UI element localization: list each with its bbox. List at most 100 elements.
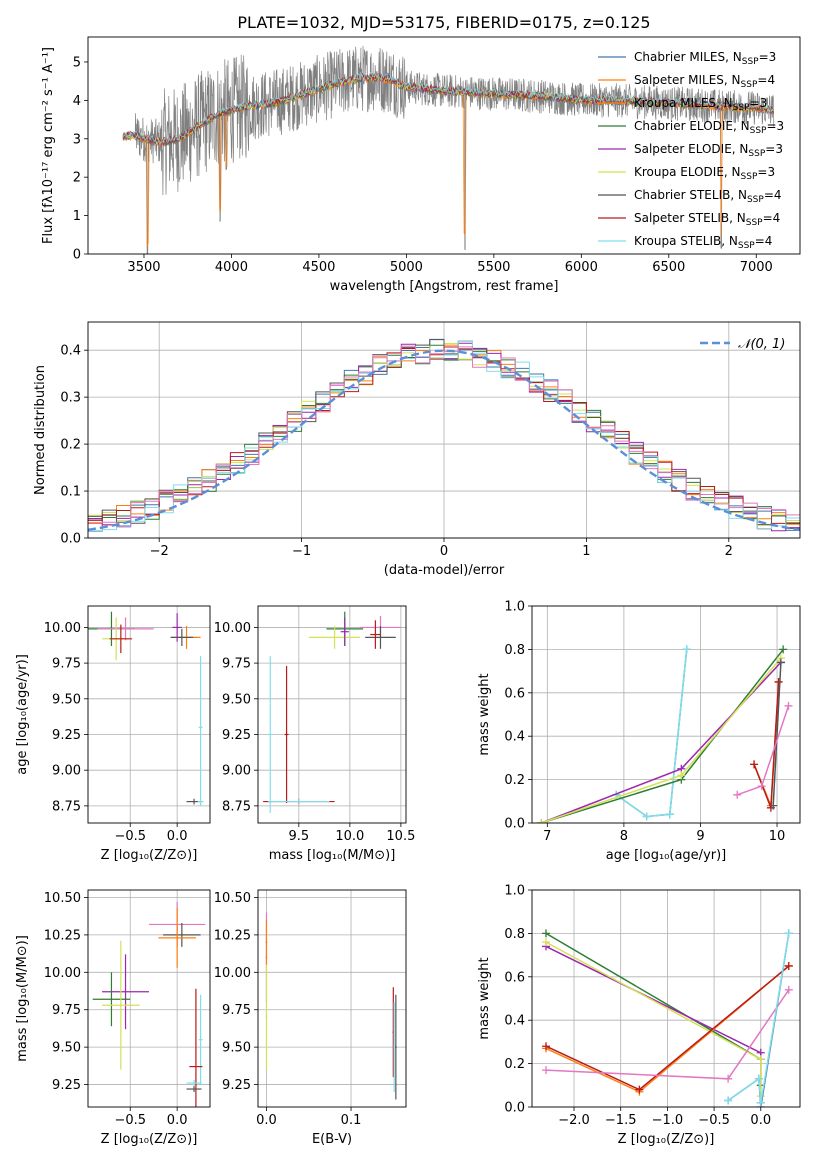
panel-age_vs_mass: 9.5 10.0 10.5 8.75 9.00 9.25 9.50 9.75 10.00 mass… <box>214 605 415 863</box>
x-tick-label: 4000 <box>215 260 248 275</box>
y-tick-label: 1.0 <box>504 884 525 899</box>
plot-area <box>537 645 793 823</box>
plus-marker <box>724 1074 733 1083</box>
x-tick-label: 4500 <box>302 260 335 275</box>
plus-marker <box>724 1096 733 1105</box>
axes-frame <box>531 889 801 1108</box>
y-tick-label: 10.50 <box>44 891 81 906</box>
plus-marker <box>677 771 686 780</box>
plot-area <box>263 611 401 814</box>
plus-marker <box>642 812 651 821</box>
legend-label: 𝒩(0, 1) <box>738 337 785 352</box>
legend-subscript: SSP <box>748 149 765 159</box>
spectrum-legend: Chabrier MILES, NSSP=3 Salpeter MILES, NS… <box>598 50 784 251</box>
legend-label: Kroupa STELIB, NSSP=4 <box>634 234 772 251</box>
legend-tail: =3 <box>765 142 783 156</box>
axes-frame <box>257 889 407 1108</box>
plus-marker <box>542 1042 551 1051</box>
x-tick-label: 10 <box>769 829 786 844</box>
y-tick-label: 0.4 <box>60 344 81 359</box>
x-tick-label: 0.1 <box>341 1113 362 1128</box>
x-tick-label: 10.0 <box>335 829 364 844</box>
legend-label: Kroupa ELODIE, NSSP=3 <box>634 165 775 182</box>
x-tick-label: 8 <box>620 829 628 844</box>
y-axis-label: Flux [fλ10⁻¹⁷ erg cm⁻² s⁻¹ A⁻¹] <box>41 47 56 244</box>
legend-subscript: SSP <box>733 103 750 113</box>
x-tick-label: 7 <box>543 829 551 844</box>
x-tick-label: 0.0 <box>167 829 188 844</box>
axes-frame <box>87 605 211 824</box>
x-axis-label: (data-model)/error <box>384 563 505 578</box>
x-axis-label: age [log₁₀(age/yr)] <box>606 848 727 863</box>
y-axis-label: mass [log₁₀(M/M⊙)] <box>15 935 30 1062</box>
axes-frame <box>87 889 211 1108</box>
x-tick-label: −1 <box>292 544 311 559</box>
series-line <box>545 932 762 1086</box>
plus-marker <box>733 790 742 799</box>
plus-marker <box>542 929 551 938</box>
x-tick-label: 0.0 <box>256 1113 277 1128</box>
legend-subscript: SSP <box>738 241 755 251</box>
y-tick-label: 1.0 <box>504 600 525 615</box>
axes-frame <box>87 36 801 255</box>
plus-marker <box>784 929 793 938</box>
histogram-step <box>88 340 800 532</box>
panel-residuals: −2 −1 0 1 2 0.0 0.1 0.2 0.3 0.4 (data-model)/error… <box>33 321 801 578</box>
y-tick-label: 9.75 <box>222 657 251 672</box>
x-tick-label: 6500 <box>652 260 685 275</box>
y-tick-label: 10.25 <box>44 928 81 943</box>
y-tick-label: 9.50 <box>52 1041 81 1056</box>
panel-mass_vs_Z: −0.5 0.0 9.25 9.50 9.75 10.00 10.25 10.50 Z [log… <box>15 889 211 1147</box>
x-tick-label: −2 <box>150 544 169 559</box>
legend-label: Salpeter MILES, NSSP=4 <box>634 73 775 90</box>
y-tick-label: 10.00 <box>214 966 251 981</box>
y-tick-label: 10.50 <box>214 891 251 906</box>
y-tick-label: 9.25 <box>222 728 251 743</box>
y-tick-label: 9.25 <box>222 1078 251 1093</box>
y-axis-label: mass weight <box>477 957 492 1039</box>
x-tick-label: −2.0 <box>558 1113 590 1128</box>
legend-tail: =4 <box>764 188 782 202</box>
legend-tail: =3 <box>757 165 775 179</box>
x-axis-label: Z [log₁₀(Z/Z⊙)] <box>101 1132 198 1147</box>
plot-area <box>542 929 793 1107</box>
series-line <box>615 649 688 818</box>
plus-marker <box>635 1085 644 1094</box>
plus-marker <box>769 801 778 810</box>
axes-frame <box>87 321 801 539</box>
normal-curve <box>88 349 800 531</box>
legend-subscript: SSP <box>747 195 764 205</box>
y-tick-label: 0.4 <box>504 730 525 745</box>
plus-marker <box>784 961 793 970</box>
x-tick-label: 5000 <box>390 260 423 275</box>
series-line <box>540 657 782 823</box>
y-tick-label: 0.3 <box>60 391 81 406</box>
panel-mass_vs_ebv: 0.0 0.1 9.25 9.50 9.75 10.00 10.25 10.50 E(B-V) <box>214 889 407 1147</box>
panel-spectrum: 3500 4000 4500 5000 5500 6000 6500 7000 0 1 2 3 4 5 wa… <box>41 36 801 294</box>
plus-marker <box>537 819 546 823</box>
plus-marker <box>542 1066 551 1075</box>
x-tick-label: 6000 <box>565 260 598 275</box>
x-tick-label: −1.5 <box>605 1113 637 1128</box>
plot-area <box>92 901 206 1107</box>
y-tick-label: 9.00 <box>222 764 251 779</box>
x-tick-label: 10.5 <box>386 829 415 844</box>
y-tick-label: 0.2 <box>504 1057 525 1072</box>
x-tick-label: −0.5 <box>114 1113 146 1128</box>
figure-title: PLATE=1032, MJD=53175, FIBERID=0175, z=0… <box>237 13 650 32</box>
plus-marker <box>756 1055 765 1064</box>
y-axis-label: mass weight <box>477 673 492 755</box>
legend-subscript: SSP <box>746 218 763 228</box>
y-tick-label: 0.1 <box>60 485 81 500</box>
y-tick-label: 10.00 <box>44 966 81 981</box>
y-tick-label: 9.25 <box>52 1078 81 1093</box>
x-tick-label: −0.5 <box>698 1113 730 1128</box>
y-tick-label: 0.0 <box>504 1101 525 1116</box>
y-tick-label: 10.25 <box>214 928 251 943</box>
x-tick-label: 0 <box>440 544 448 559</box>
plus-marker <box>542 938 551 947</box>
series-line <box>772 662 782 806</box>
legend-subscript: SSP <box>742 57 759 67</box>
y-tick-label: 9.25 <box>52 728 81 743</box>
